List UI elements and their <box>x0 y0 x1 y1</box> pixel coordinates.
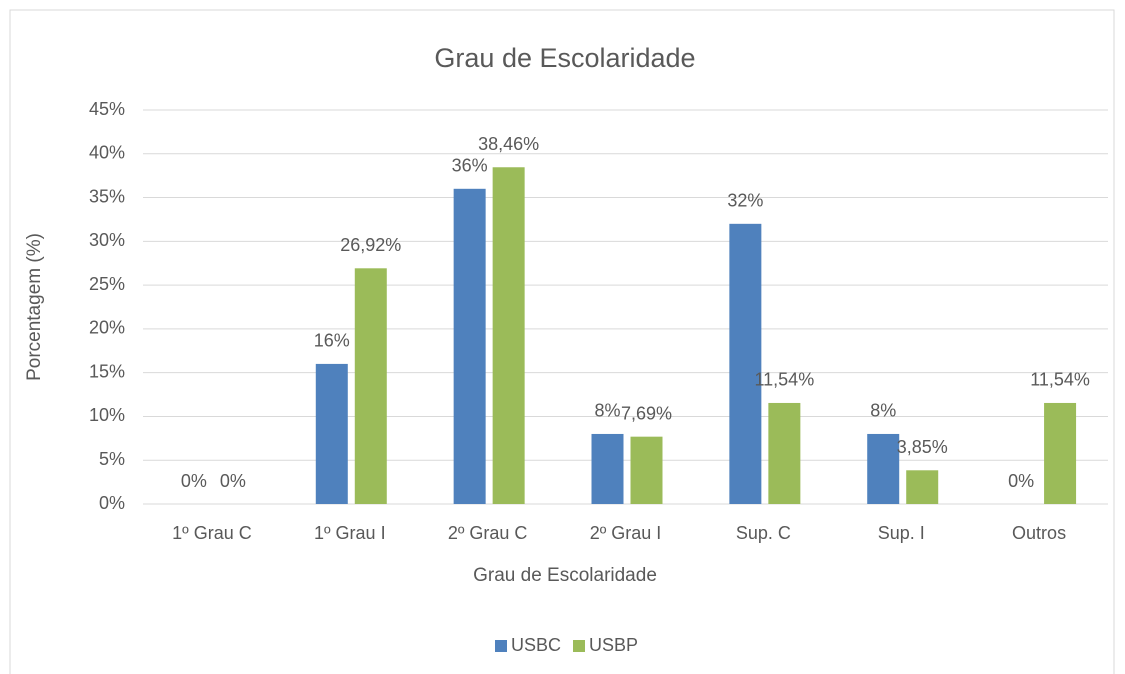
bar <box>492 167 525 504</box>
y-tick-label: 15% <box>89 361 125 381</box>
x-tick-label: Sup. C <box>736 523 791 543</box>
x-tick-label: Outros <box>1012 523 1066 543</box>
bar <box>591 433 624 504</box>
data-label: 3,85% <box>897 437 948 457</box>
data-label: 0% <box>220 471 246 491</box>
bar <box>453 188 486 505</box>
y-tick-label: 35% <box>89 186 125 206</box>
bar <box>906 470 939 504</box>
bar <box>1044 402 1077 504</box>
bar <box>867 433 900 504</box>
legend-swatch <box>495 640 507 652</box>
data-label: 7,69% <box>621 403 672 423</box>
data-label: 0% <box>181 471 207 491</box>
y-tick-label: 10% <box>89 405 125 425</box>
y-tick-label: 5% <box>99 449 125 469</box>
y-tick-label: 40% <box>89 143 125 163</box>
bar <box>315 363 348 504</box>
chart-border <box>9 9 1115 674</box>
y-tick-label: 30% <box>89 230 125 250</box>
legend-label: USBP <box>589 635 638 655</box>
x-tick-label: 1º Grau C <box>172 523 252 543</box>
data-label: 8% <box>870 401 896 421</box>
data-label: 32% <box>727 191 763 211</box>
y-tick-label: 20% <box>89 318 125 338</box>
data-label: 0% <box>1008 471 1034 491</box>
data-label: 26,92% <box>340 235 401 255</box>
legend-swatch <box>573 640 585 652</box>
x-tick-label: 2º Grau I <box>590 523 662 543</box>
bar <box>630 436 663 504</box>
y-axis-title: Porcentagem (%) <box>24 233 45 381</box>
x-tick-label: Sup. I <box>878 523 925 543</box>
x-tick-label: 1º Grau I <box>314 523 386 543</box>
bar <box>729 223 762 505</box>
bar <box>768 402 801 504</box>
y-tick-label: 45% <box>89 99 125 119</box>
y-tick-label: 25% <box>89 274 125 294</box>
bar <box>354 268 387 504</box>
data-label: 11,54% <box>754 370 814 390</box>
data-label: 16% <box>314 331 350 351</box>
x-axis-title: Grau de Escolaridade <box>473 565 657 586</box>
chart-title: Grau de Escolaridade <box>434 43 695 73</box>
data-label: 11,54% <box>1030 370 1090 390</box>
y-tick-label: 0% <box>99 493 125 513</box>
data-label: 38,46% <box>478 134 539 154</box>
legend-label: USBC <box>511 635 561 655</box>
data-label: 8% <box>594 401 620 421</box>
data-label: 36% <box>452 156 488 176</box>
x-tick-label: 2º Grau C <box>448 523 528 543</box>
